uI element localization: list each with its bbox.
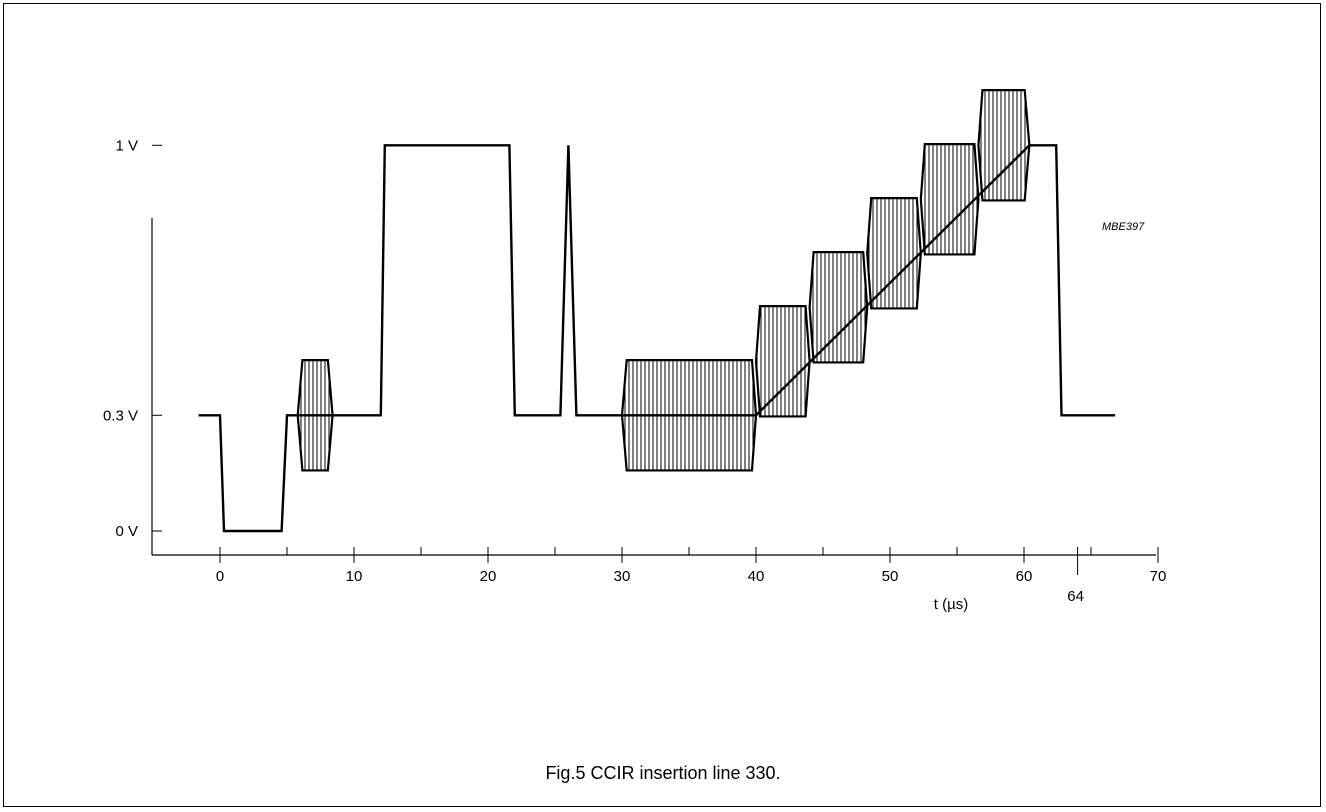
y-tick-label: 0 V xyxy=(115,523,138,540)
x-axis-label: t (µs) xyxy=(934,596,968,613)
y-tick-label: 0.3 V xyxy=(103,407,138,424)
burst-packet xyxy=(919,143,980,256)
figure-caption: Fig.5 CCIR insertion line 330. xyxy=(545,763,781,783)
x-tick-label: 60 xyxy=(1016,568,1033,585)
x-tick-label: 0 xyxy=(216,568,224,585)
x-tick-label: 40 xyxy=(748,568,765,585)
x-tick-label: 70 xyxy=(1150,568,1167,585)
x-tick-label: 20 xyxy=(480,568,497,585)
x-tick-label: 30 xyxy=(614,568,631,585)
burst-packet xyxy=(754,305,811,418)
burst-packet xyxy=(808,251,869,364)
x-special-tick-label: 64 xyxy=(1067,588,1084,605)
x-tick-label: 50 xyxy=(882,568,899,585)
figure-code: MBE397 xyxy=(1102,221,1145,233)
y-tick-label: 1 V xyxy=(115,137,138,154)
waveform-line xyxy=(198,144,1116,533)
burst-packet xyxy=(866,197,922,310)
burst-packet xyxy=(977,89,1031,202)
x-tick-label: 10 xyxy=(346,568,363,585)
